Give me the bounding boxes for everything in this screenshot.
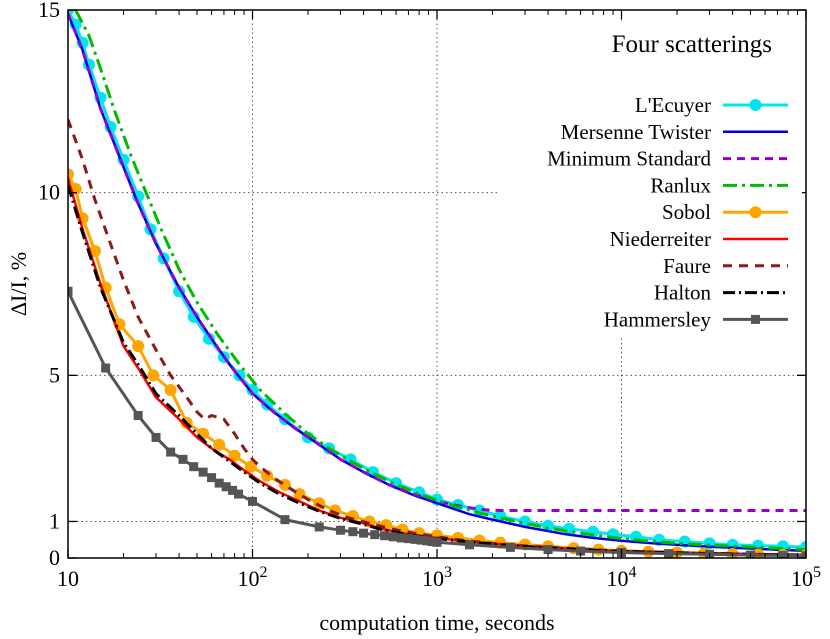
y-axis-label: ΔI/I, % — [6, 252, 31, 316]
series-faure — [68, 119, 806, 557]
legend-item-ranlux: Ranlux — [650, 173, 788, 197]
legend-marker — [749, 99, 762, 111]
data-point — [427, 537, 437, 547]
data-point — [542, 519, 555, 532]
legend-label: Minimum Standard — [547, 147, 711, 171]
y-tick-label: 10 — [38, 180, 60, 205]
data-point — [228, 485, 238, 495]
legend-label: Ranlux — [650, 173, 711, 197]
legend-item-halton: Halton — [654, 281, 788, 305]
legend-item-minimum-standard: Minimum Standard — [547, 147, 788, 171]
data-point — [410, 534, 420, 544]
data-point — [234, 489, 244, 499]
legend-marker — [751, 314, 760, 324]
x-tick-label: 10 — [57, 566, 79, 591]
data-point — [202, 332, 215, 345]
data-point — [396, 533, 406, 543]
legend-item-mersenne-twister: Mersenne Twister — [561, 120, 788, 144]
series-minimum-standard — [68, 13, 806, 512]
legend-marker — [749, 206, 762, 219]
legend-title: Four scatterings — [612, 31, 772, 58]
data-point — [380, 531, 390, 541]
legend-item-hammersley: Hammersley — [604, 307, 788, 331]
data-point — [178, 454, 188, 464]
data-point — [664, 549, 674, 558]
data-point — [505, 542, 515, 552]
x-axis-label: computation time, seconds — [319, 610, 554, 635]
legend-item-l-ecuyer: L'Ecuyer — [635, 93, 788, 117]
data-point — [422, 536, 432, 546]
data-point — [164, 383, 177, 396]
data-point — [359, 528, 369, 538]
x-tick-label: 104 — [607, 564, 637, 591]
data-point — [101, 363, 111, 373]
data-point — [314, 522, 324, 532]
series-line-minimum-standard — [68, 13, 806, 512]
data-point — [403, 534, 413, 544]
data-point — [246, 383, 259, 396]
data-point — [778, 550, 788, 558]
legend-item-sobol: Sobol — [662, 200, 788, 224]
data-point — [214, 478, 224, 488]
series-line-ranlux — [74, 10, 806, 552]
data-point — [801, 551, 806, 558]
data-point — [432, 537, 442, 547]
data-point — [388, 532, 398, 542]
data-point — [348, 527, 358, 537]
data-point — [68, 168, 74, 181]
legend-label: Faure — [663, 254, 711, 278]
data-point — [543, 545, 553, 555]
data-point — [213, 438, 226, 451]
data-point — [207, 473, 217, 483]
data-point — [248, 496, 257, 506]
data-point — [133, 411, 143, 421]
data-point — [198, 467, 208, 477]
legend-background — [500, 22, 802, 336]
y-tick-label: 0 — [49, 545, 60, 570]
data-point — [228, 449, 241, 462]
x-tick-label: 105 — [791, 564, 821, 591]
data-point — [166, 447, 176, 457]
data-point — [416, 535, 426, 545]
series-line-faure — [68, 119, 806, 557]
legend-item-niederreiter: Niederreiter — [610, 227, 788, 251]
legend-label: Niederreiter — [610, 227, 711, 251]
legend-label: Mersenne Twister — [561, 120, 711, 144]
data-point — [464, 540, 474, 550]
legend: Four scatterings L'Ecuyer Mersenne Twister… — [500, 22, 802, 336]
data-point — [280, 515, 290, 525]
data-point — [189, 462, 199, 472]
data-point — [244, 460, 257, 473]
x-tick-label: 103 — [422, 564, 452, 591]
data-point — [370, 530, 380, 540]
data-point — [576, 546, 586, 556]
data-point — [336, 525, 346, 535]
data-point — [147, 369, 160, 382]
series-layer — [68, 10, 806, 558]
y-tick-label: 5 — [49, 362, 60, 387]
x-tick-label: 102 — [238, 564, 268, 591]
data-point — [221, 482, 231, 492]
data-point — [68, 286, 73, 296]
legend-label: Halton — [654, 281, 712, 305]
data-point — [132, 340, 145, 353]
legend-label: Hammersley — [604, 307, 712, 331]
legend-label: Sobol — [662, 200, 711, 224]
legend-label: L'Ecuyer — [635, 93, 711, 117]
series-hammersley — [68, 286, 806, 558]
y-tick-label: 1 — [49, 508, 60, 533]
series-ranlux — [74, 10, 806, 552]
legend-item-faure: Faure — [663, 254, 788, 278]
data-point — [151, 432, 161, 442]
y-tick-label: 15 — [38, 0, 60, 22]
data-point — [261, 469, 274, 482]
